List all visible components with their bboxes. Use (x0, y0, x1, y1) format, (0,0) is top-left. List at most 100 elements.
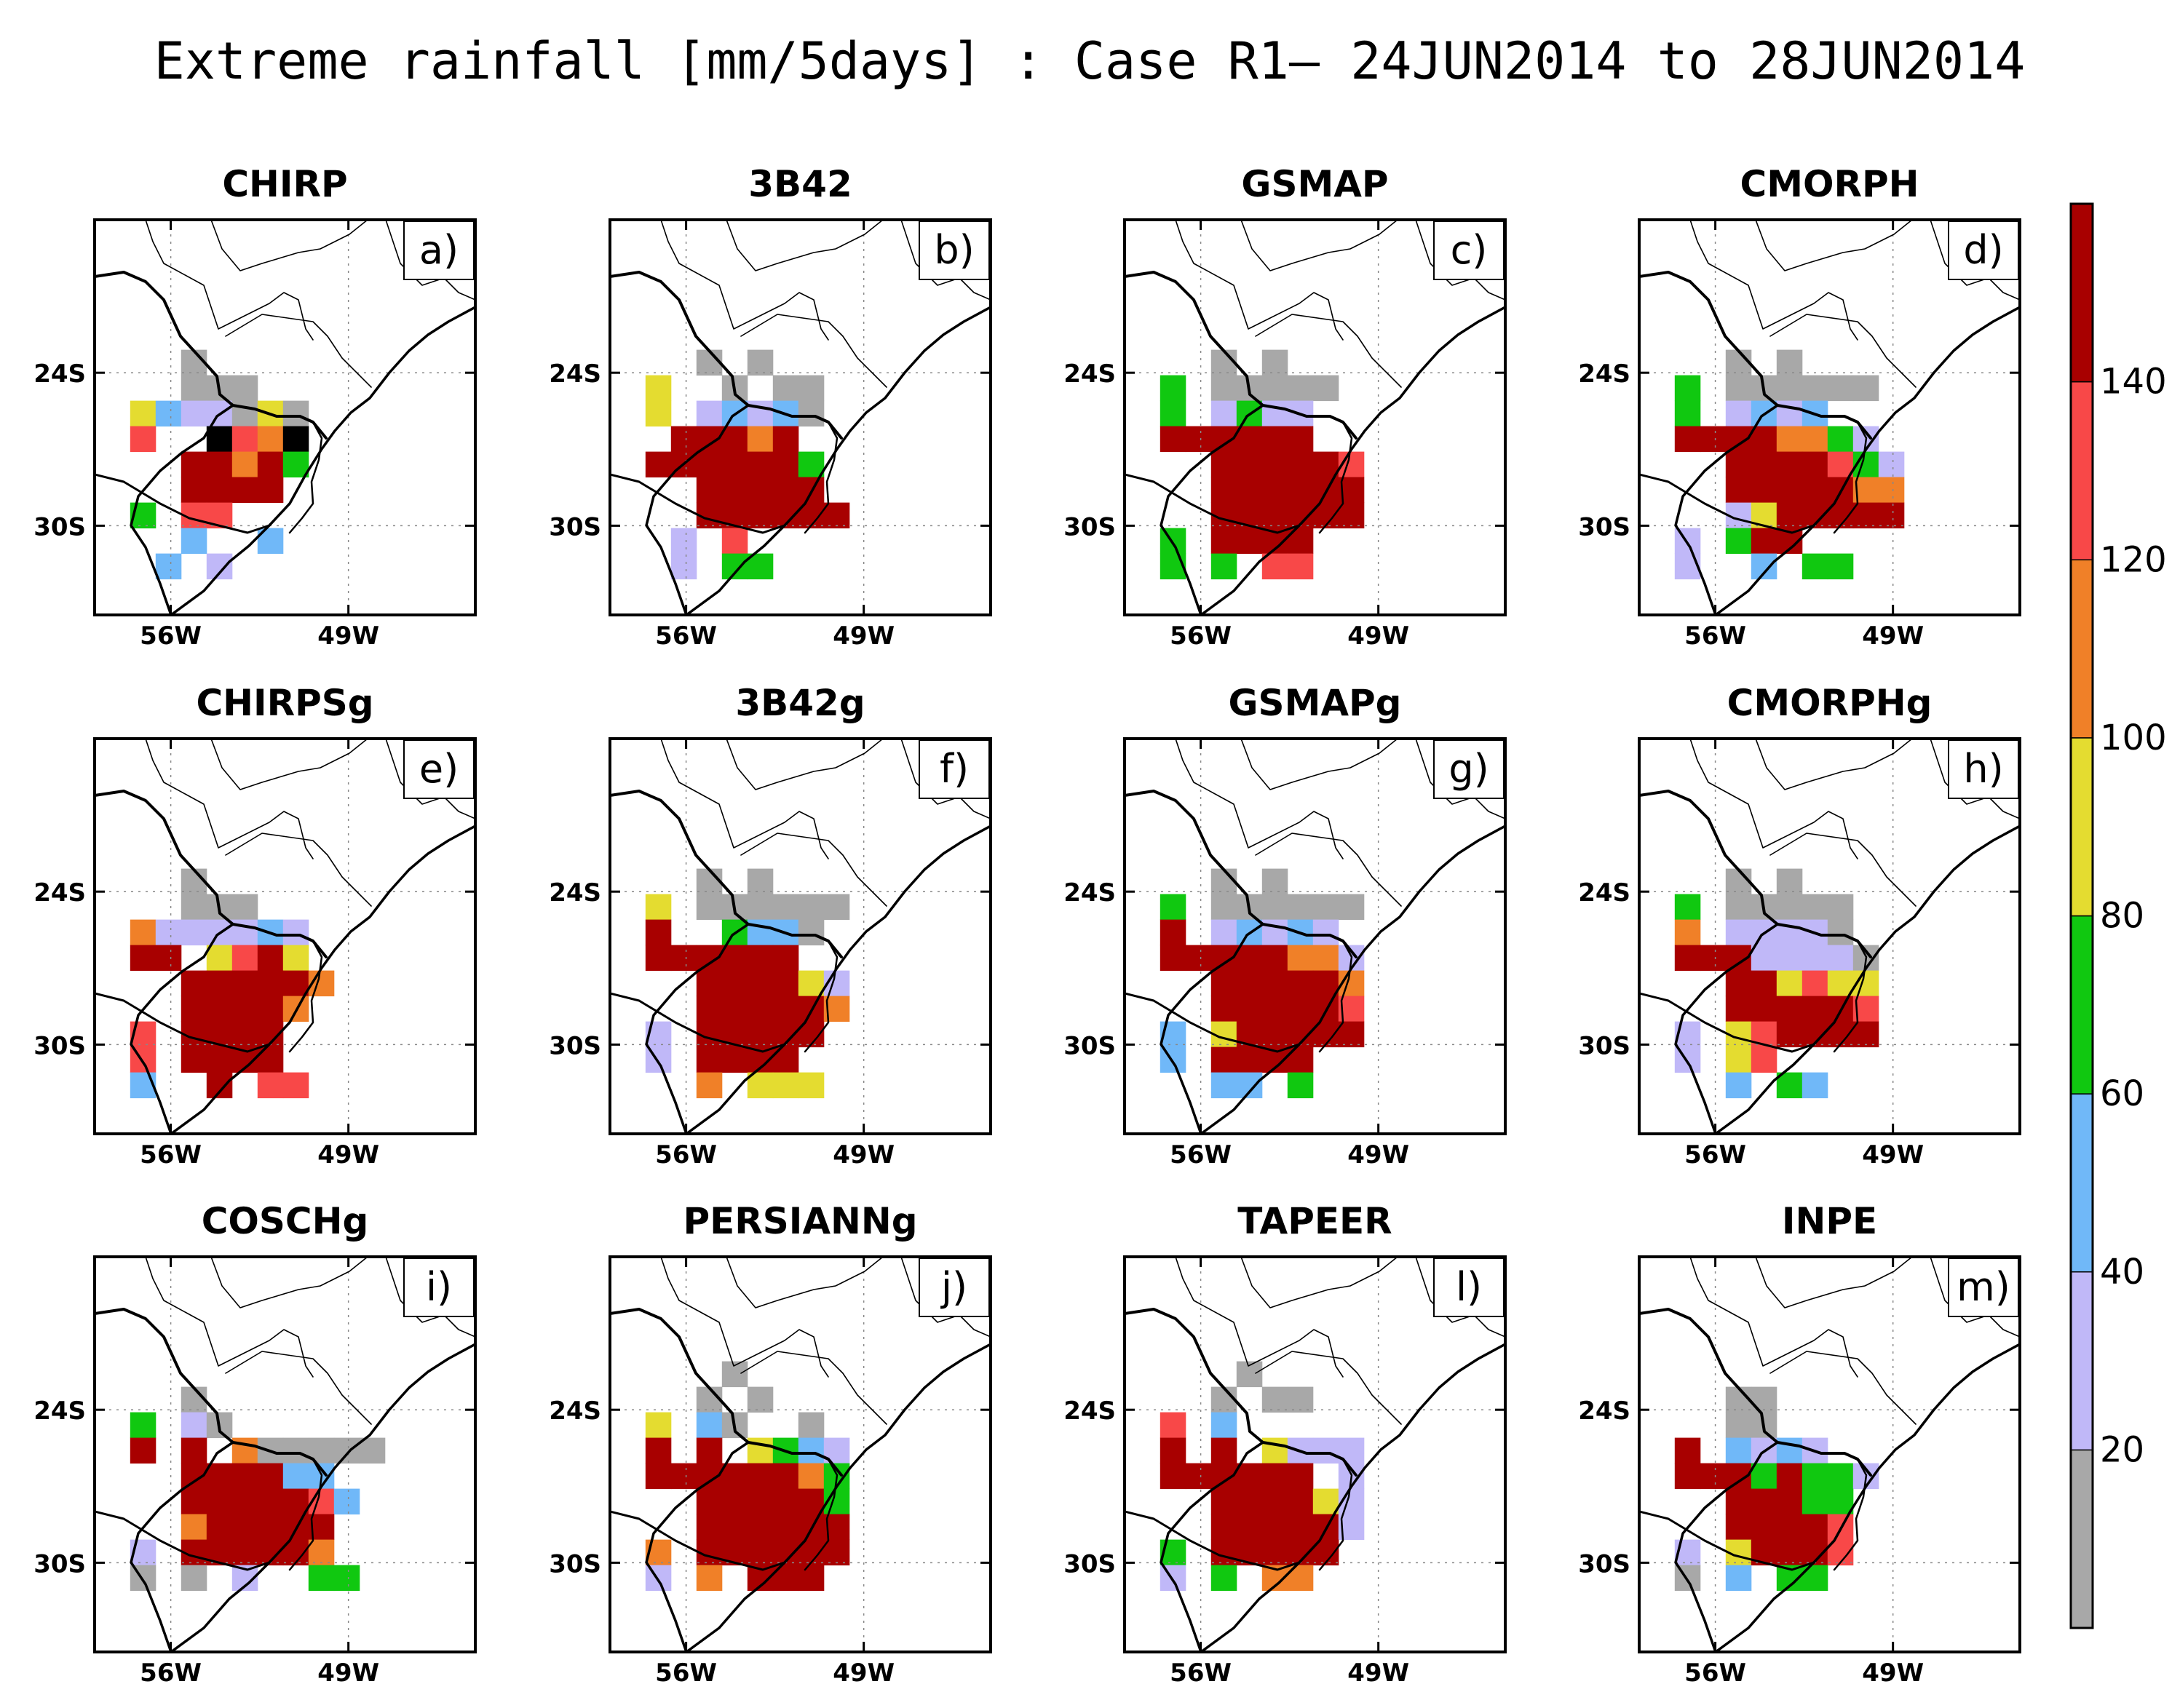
colorbar-swatch (2070, 1449, 2093, 1629)
rain-cell (747, 451, 774, 478)
rain-cell (1261, 477, 1288, 504)
rain-cell (1261, 1488, 1288, 1515)
rain-cell (206, 426, 233, 453)
panel-letter: i) (403, 1258, 475, 1317)
rain-cell (1210, 349, 1237, 376)
rain-cell (696, 1437, 723, 1464)
rain-cell (206, 996, 233, 1022)
rain-cell (231, 1514, 258, 1541)
rain-cell (130, 1072, 156, 1099)
rain-cell (1236, 1463, 1263, 1490)
rain-cell (1236, 426, 1263, 453)
rain-cell (670, 426, 697, 453)
rain-cell (1160, 375, 1186, 402)
rain-cell (1852, 1021, 1879, 1048)
lat-tick-label: 30S (549, 512, 601, 541)
lon-tick-label: 49W (833, 621, 895, 651)
rain-cell (1827, 451, 1854, 478)
rain-cell (231, 894, 258, 921)
rain-cell (181, 375, 207, 402)
rain-cell (1852, 502, 1879, 529)
rain-cell (772, 1463, 799, 1490)
rain-cell (1827, 426, 1854, 453)
rain-cell (1725, 1514, 1752, 1541)
rain-cell (747, 349, 774, 376)
rain-cell (1312, 451, 1339, 478)
rain-cell (1725, 477, 1752, 504)
lon-tick-label: 56W (655, 621, 717, 651)
rain-cell (231, 426, 258, 453)
rain-cell (823, 502, 850, 529)
rain-cell (1802, 1463, 1828, 1490)
rain-cell (1210, 553, 1237, 580)
rain-cell (721, 1046, 748, 1073)
rain-cell (1674, 919, 1701, 946)
rain-cell (231, 1463, 258, 1490)
lat-tick-label: 30S (33, 1549, 86, 1578)
rain-cell (1160, 894, 1186, 921)
rain-cell (747, 426, 774, 453)
rain-cell (1776, 1539, 1803, 1566)
rain-cell (181, 1514, 207, 1541)
rain-cell (721, 553, 748, 580)
rain-cell (1160, 945, 1186, 972)
rain-cell (747, 996, 774, 1022)
rain-cell (747, 1463, 774, 1490)
rain-cell (1261, 945, 1288, 972)
rain-cell (1674, 894, 1701, 921)
rain-cell (798, 1412, 825, 1439)
rain-cell (1776, 426, 1803, 453)
rain-cell (1776, 894, 1803, 921)
rain-cell (721, 1488, 748, 1515)
colorbar-swatch (2070, 737, 2093, 917)
rain-cell (696, 894, 723, 921)
rain-cell (1725, 1072, 1752, 1099)
map-outline (1639, 1257, 2020, 1652)
rain-cell (1700, 945, 1727, 972)
rain-cell (1236, 1072, 1263, 1099)
lat-tick-label: 30S (1578, 1031, 1630, 1060)
rain-cell (1674, 1437, 1701, 1464)
lat-tick-label: 24S (33, 878, 86, 907)
panel-chirpsg: CHIRPSg e) 24S 30S 56W 49W (33, 682, 477, 1169)
rain-cell (181, 1386, 207, 1413)
rain-cell (1261, 996, 1288, 1022)
rain-cell (257, 945, 284, 972)
rain-cell (308, 1539, 335, 1566)
rain-cell (333, 1488, 360, 1515)
rain-cell (231, 1021, 258, 1048)
svg-text:f): f) (940, 746, 969, 792)
rain-cell (1210, 894, 1237, 921)
rain-cell (1210, 970, 1237, 997)
lat-tick-label: 30S (1063, 512, 1116, 541)
lat-tick-label: 24S (1578, 878, 1630, 907)
panel-cmorphg: CMORPHg h) 24S 30S 56W 49W (1578, 682, 2021, 1169)
panel-inpe: INPE m) 24S 30S 56W 49W (1578, 1200, 2021, 1688)
rain-cell (1827, 894, 1854, 921)
rain-cell (206, 451, 233, 478)
rain-cell (1700, 426, 1727, 453)
rain-cell (1236, 1488, 1263, 1515)
rain-cell (1261, 553, 1288, 580)
rain-cell (359, 1437, 386, 1464)
rain-cell (231, 970, 258, 997)
panel-gsmapg: GSMAPg g) 24S 30S 56W 49W (1063, 682, 1507, 1169)
panel-title: INPE (1782, 1200, 1877, 1242)
panel-letter: h) (1948, 739, 2019, 799)
rain-cell (1287, 426, 1314, 453)
rain-cell (1210, 1412, 1237, 1439)
lon-tick-label: 56W (1170, 621, 1232, 651)
rain-cell (1751, 996, 1777, 1022)
rain-cell (206, 1046, 233, 1073)
rain-cell (130, 1412, 156, 1439)
rain-cell (1287, 477, 1314, 504)
lon-tick-label: 49W (317, 1140, 379, 1169)
map-outline (1639, 220, 2020, 615)
rain-cell (721, 996, 748, 1022)
rain-cell (1802, 1488, 1828, 1515)
rain-cell (1210, 1437, 1237, 1464)
rain-cell (772, 477, 799, 504)
rain-cell (645, 1437, 672, 1464)
panel-title: COSCHg (202, 1200, 369, 1242)
panel-letter: g) (1433, 739, 1505, 799)
